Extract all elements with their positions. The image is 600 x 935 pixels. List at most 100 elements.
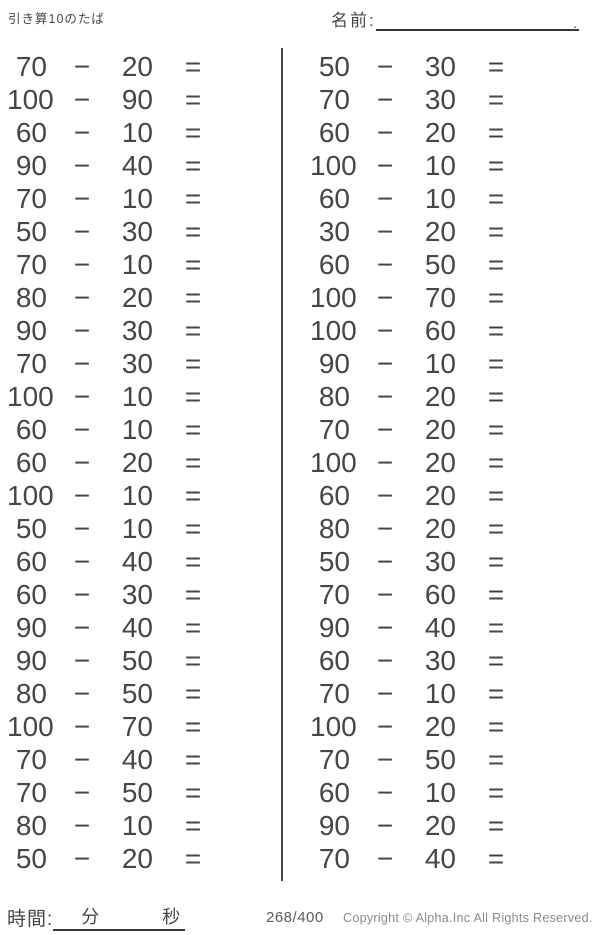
answer-space [233,611,247,644]
minuend: 100 [310,711,357,742]
subtrahend: 70 [121,711,153,742]
subtrahend: 30 [121,579,153,610]
minuend: 30 [318,216,350,247]
problem-row: 70−40 = [310,842,550,875]
minuend: 80 [15,282,47,313]
minus-icon: − [376,348,394,379]
subtrahend: 10 [121,480,153,511]
answer-space [233,809,247,842]
subtrahend: 60 [424,579,456,610]
equals-icon: = [184,348,202,379]
equals-icon: = [184,777,202,808]
minuend: 90 [15,315,47,346]
subtrahend: 70 [424,282,456,313]
problem-row: 60−10 = [310,776,550,809]
subtrahend: 10 [424,678,456,709]
time-label: 時間: [7,909,54,930]
problem-row: 60−10 = [7,413,247,446]
minus-icon: − [73,51,91,82]
time-field: 時間: 分 秒 [7,903,186,931]
equals-icon: = [487,282,505,313]
subtrahend: 20 [121,51,153,82]
answer-space [536,380,550,413]
answer-space [233,578,247,611]
minus-icon: − [376,117,394,148]
subtrahend: 50 [424,249,456,280]
answer-space [233,248,247,281]
equals-icon: = [487,249,505,280]
minus-icon: − [73,282,91,313]
equals-icon: = [184,51,202,82]
subtrahend: 40 [424,843,456,874]
equals-icon: = [487,150,505,181]
minus-icon: − [73,546,91,577]
name-field: 名前: . [331,6,579,31]
equals-icon: = [184,216,202,247]
minuend: 90 [15,150,47,181]
subtrahend: 20 [424,216,456,247]
subtrahend: 60 [424,315,456,346]
subtrahend: 50 [121,777,153,808]
minuend: 60 [318,480,350,511]
subtrahend: 10 [121,810,153,841]
minuend: 70 [15,777,47,808]
equals-icon: = [184,282,202,313]
answer-space [536,512,550,545]
minuend: 100 [310,315,357,346]
subtrahend: 10 [424,183,456,214]
equals-icon: = [184,183,202,214]
subtrahend: 50 [424,744,456,775]
answer-space [536,215,550,248]
minus-icon: − [376,711,394,742]
minuend: 50 [15,216,47,247]
problem-row: 80−20 = [310,512,550,545]
minutes-label: 分 [81,907,101,927]
problem-row: 50−30 = [310,50,550,83]
subtrahend: 30 [424,645,456,676]
answer-space [233,281,247,314]
minuend: 80 [15,810,47,841]
subtrahend: 10 [121,513,153,544]
seconds-label: 秒 [162,907,182,927]
equals-icon: = [487,315,505,346]
subtrahend: 20 [424,117,456,148]
equals-icon: = [487,843,505,874]
subtrahend: 10 [121,381,153,412]
equals-icon: = [487,678,505,709]
minuend: 70 [318,678,350,709]
page-number: 268/400 [266,909,324,926]
problem-row: 70−50 = [7,776,247,809]
minus-icon: − [73,513,91,544]
minus-icon: − [376,810,394,841]
equals-icon: = [184,579,202,610]
minuend: 80 [318,381,350,412]
minuend: 100 [7,381,54,412]
minuend: 60 [318,249,350,280]
minuend: 70 [318,414,350,445]
minuend: 100 [7,711,54,742]
subtrahend: 40 [121,150,153,181]
minus-icon: − [376,447,394,478]
answer-space [536,545,550,578]
answer-space [233,842,247,875]
equals-icon: = [184,546,202,577]
equals-icon: = [487,513,505,544]
subtrahend: 10 [121,117,153,148]
answer-space [536,281,550,314]
minuend: 50 [318,51,350,82]
subtrahend: 40 [121,546,153,577]
minus-icon: − [376,414,394,445]
equals-icon: = [487,480,505,511]
minus-icon: − [376,150,394,181]
minuend: 90 [15,645,47,676]
problem-row: 90−10 = [310,347,550,380]
problem-row: 90−30 = [7,314,247,347]
problem-column-right: 50−30 = 70−30 = 60−20 = 100−10 = 60−10 = 30−20 = 60−… [310,50,550,875]
equals-icon: = [487,183,505,214]
minus-icon: − [376,282,394,313]
subtrahend: 30 [121,348,153,379]
equals-icon: = [184,84,202,115]
subtrahend: 40 [424,612,456,643]
minuend: 60 [318,183,350,214]
equals-icon: = [487,711,505,742]
